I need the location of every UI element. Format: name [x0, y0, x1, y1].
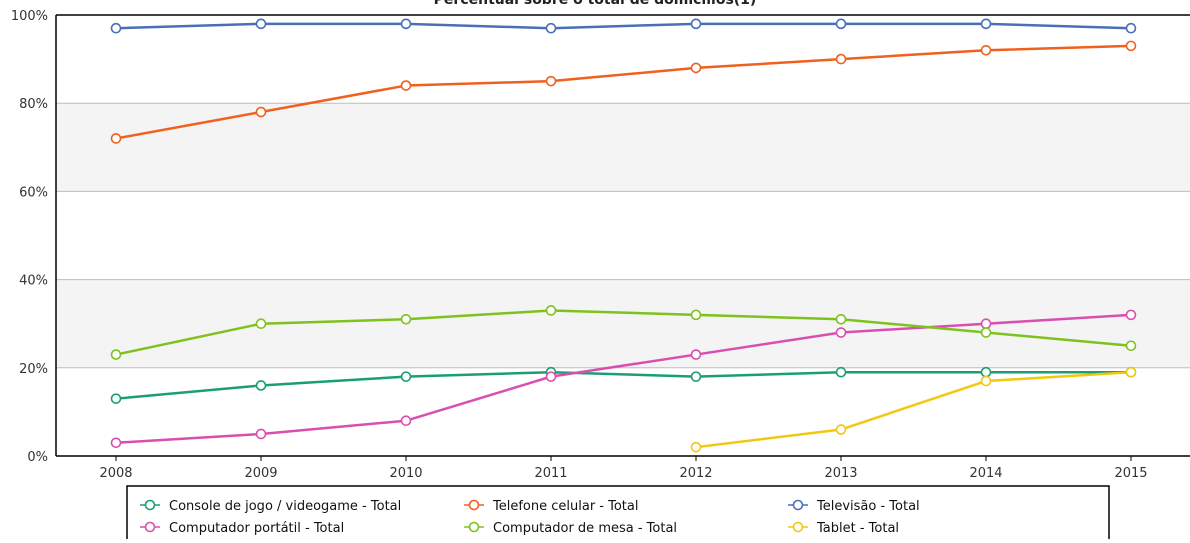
data-point [835, 313, 847, 325]
series-points [110, 18, 1137, 453]
axes [55, 14, 1190, 457]
x-tick-label: 2011 [534, 466, 567, 481]
legend-marker [468, 499, 480, 511]
data-point [980, 318, 992, 330]
y-tick-label: 60% [19, 185, 48, 200]
y-tick-label: 40% [19, 274, 48, 289]
x-tick-label: 2013 [824, 466, 857, 481]
series-line [115, 309, 1132, 356]
x-tick-label: 2009 [244, 466, 277, 481]
data-point [400, 18, 412, 30]
data-point [835, 18, 847, 30]
series-lines [115, 22, 1132, 449]
plot-bands [56, 103, 1190, 368]
legend-marker [792, 521, 804, 533]
x-tick-label: 2015 [1114, 466, 1147, 481]
x-tick-label: 2010 [389, 466, 422, 481]
chart-title: Percentual sobre o total de domicílios(1… [434, 0, 757, 8]
y-tick-label: 20% [19, 362, 48, 377]
legend-label: Telefone celular - Total [492, 499, 638, 514]
series-line [115, 22, 1132, 30]
y-tick-label: 80% [19, 97, 48, 112]
legend-label: Console de jogo / videogame - Total [169, 499, 401, 514]
x-tick-label: 2008 [99, 466, 132, 481]
data-point [400, 80, 412, 91]
data-point [690, 309, 702, 321]
legend: Console de jogo / videogame - Total Telef… [126, 485, 1110, 543]
data-point [1125, 309, 1137, 321]
data-point [1125, 340, 1137, 352]
data-point [1125, 40, 1137, 52]
data-point [545, 305, 557, 316]
series-line [695, 370, 1132, 449]
data-point [980, 18, 992, 30]
series-line [115, 370, 1131, 400]
legend-marker [144, 499, 156, 511]
legend-label: Televisão - Total [816, 499, 920, 514]
legend-label: Tablet - Total [816, 521, 899, 536]
plot-band [56, 279, 1190, 368]
data-point [545, 371, 557, 382]
data-point [400, 313, 412, 325]
data-point [835, 327, 847, 338]
data-point [690, 349, 702, 360]
data-point [690, 62, 702, 74]
x-tick-labels: 2008 2009 2010 2011 2012 2013 2014 2015 [99, 456, 1148, 481]
data-point [110, 133, 122, 144]
data-point [400, 415, 412, 427]
data-point [545, 75, 557, 87]
data-point [255, 380, 267, 391]
series-line [115, 44, 1132, 140]
y-tick-label: 0% [27, 450, 48, 465]
legend-marker [792, 499, 804, 511]
data-point [110, 437, 122, 449]
plot-band [56, 103, 1190, 192]
y-tick-labels: 0% 20% 40% 60% 80% 100% [11, 9, 48, 465]
x-tick-label: 2014 [969, 466, 1002, 481]
data-point [690, 371, 702, 382]
data-point [110, 22, 122, 34]
data-point [110, 393, 122, 404]
series-line [115, 313, 1132, 445]
legend-marker [144, 521, 156, 533]
y-tick-label: 100% [11, 9, 48, 24]
x-tick-label: 2012 [679, 466, 712, 481]
data-point [980, 44, 992, 56]
gridlines [56, 102, 1190, 369]
data-point [980, 366, 992, 378]
legend-label: Computador de mesa - Total [493, 521, 677, 536]
data-point [1125, 22, 1137, 34]
data-point [255, 428, 267, 440]
data-point [545, 22, 557, 34]
data-point [690, 441, 702, 453]
data-point [980, 375, 992, 387]
data-point [255, 18, 267, 30]
data-point [1125, 366, 1137, 378]
data-point [255, 106, 267, 118]
data-point [255, 318, 267, 330]
data-point [400, 371, 412, 382]
data-point [690, 18, 702, 30]
data-point [110, 349, 122, 360]
legend-marker [468, 521, 480, 533]
data-point [835, 53, 847, 65]
data-point [980, 327, 992, 338]
legend-box [126, 485, 1110, 543]
data-point [835, 366, 847, 378]
data-point [835, 424, 847, 435]
legend-label: Computador portátil - Total [169, 521, 344, 536]
